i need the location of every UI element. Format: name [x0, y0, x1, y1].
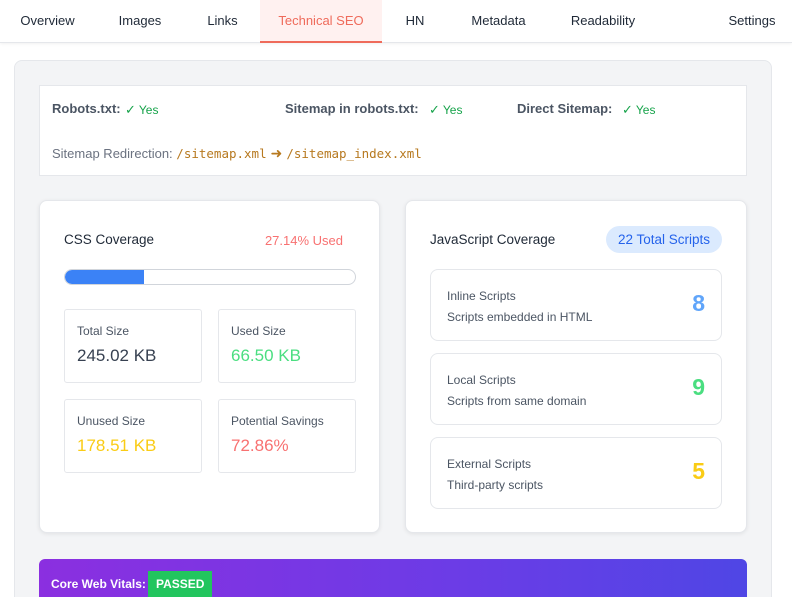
sitemap-redirection: Sitemap Redirection: /sitemap.xml ➜/sitem… — [52, 145, 422, 162]
script-title: Local Scripts — [447, 373, 516, 387]
tab-images[interactable]: Images — [118, 13, 162, 28]
unused-size-stat: Unused Size 178.51 KB — [64, 399, 202, 473]
stat-value: 178.51 KB — [77, 436, 157, 455]
sitemap-robots-label: Sitemap in robots.txt: — [285, 101, 419, 116]
potential-savings-stat: Potential Savings 72.86% — [218, 399, 356, 473]
script-count: 5 — [692, 458, 705, 484]
total-scripts-badge: 22 Total Scripts — [605, 226, 722, 253]
script-subtitle: Third-party scripts — [447, 478, 544, 492]
vitals-status-badge: PASSED — [148, 571, 213, 597]
tab-technical-seo[interactable]: Technical SEO — [260, 0, 382, 43]
total-size-stat: Total Size 245.02 KB — [64, 309, 202, 383]
stat-value: 72.86% — [231, 436, 289, 455]
js-coverage-card: JavaScript Coverage 22 Total Scripts Inl… — [405, 200, 747, 533]
css-coverage-card: CSS Coverage 27.14% Used Total Size 245.… — [39, 200, 380, 533]
css-used-percent: 27.14% Used — [264, 233, 343, 248]
external-scripts-card: External Scripts Third-party scripts 5 — [430, 437, 722, 509]
inline-scripts-card: Inline Scripts Scripts embedded in HTML … — [430, 269, 722, 341]
tab-hn[interactable]: HN — [405, 13, 425, 28]
core-web-vitals-banner: Core Web Vitals: PASSED — [39, 559, 747, 597]
robots-status: ✓ Yes — [125, 102, 159, 117]
script-title: Inline Scripts — [447, 289, 516, 303]
arrow-right-icon: ➜ — [270, 145, 283, 161]
tab-bar: Overview Images Links Technical SEO HN M… — [0, 0, 792, 43]
tab-links[interactable]: Links — [207, 13, 238, 28]
css-progress-fill — [65, 270, 144, 284]
stat-label: Unused Size — [77, 414, 146, 428]
check-icon: ✓ — [429, 102, 440, 117]
stat-value: 245.02 KB — [77, 346, 157, 365]
script-subtitle: Scripts from same domain — [447, 394, 587, 408]
script-count: 9 — [692, 374, 705, 400]
stat-label: Used Size — [231, 324, 286, 338]
sitemap-redirection-label: Sitemap Redirection: — [52, 146, 173, 161]
js-coverage-title: JavaScript Coverage — [430, 232, 556, 247]
robots-label: Robots.txt: — [52, 101, 121, 116]
check-icon: ✓ — [622, 102, 633, 117]
core-web-vitals-label: Core Web Vitals: — [51, 577, 146, 591]
robots-summary: Robots.txt: ✓ Yes Sitemap in robots.txt: … — [39, 85, 747, 176]
tab-metadata[interactable]: Metadata — [471, 13, 526, 28]
script-count: 8 — [692, 290, 705, 316]
tab-settings[interactable]: Settings — [728, 13, 776, 28]
stat-label: Total Size — [77, 324, 130, 338]
direct-sitemap-label: Direct Sitemap: — [517, 101, 613, 116]
used-size-stat: Used Size 66.50 KB — [218, 309, 356, 383]
redirect-from: /sitemap.xml — [176, 146, 267, 161]
local-scripts-card: Local Scripts Scripts from same domain 9 — [430, 353, 722, 425]
tab-overview[interactable]: Overview — [20, 13, 75, 28]
check-icon: ✓ — [125, 102, 136, 117]
tab-readability[interactable]: Readability — [570, 13, 636, 28]
css-coverage-title: CSS Coverage — [64, 232, 155, 247]
stat-value: 66.50 KB — [231, 346, 301, 365]
direct-sitemap-status: ✓ Yes — [622, 102, 656, 117]
sitemap-robots-status: ✓ Yes — [429, 102, 463, 117]
script-subtitle: Scripts embedded in HTML — [447, 310, 593, 324]
redirect-to: /sitemap_index.xml — [286, 146, 422, 161]
script-title: External Scripts — [447, 457, 532, 471]
stat-label: Potential Savings — [231, 414, 324, 428]
css-progress-bar — [64, 269, 356, 285]
